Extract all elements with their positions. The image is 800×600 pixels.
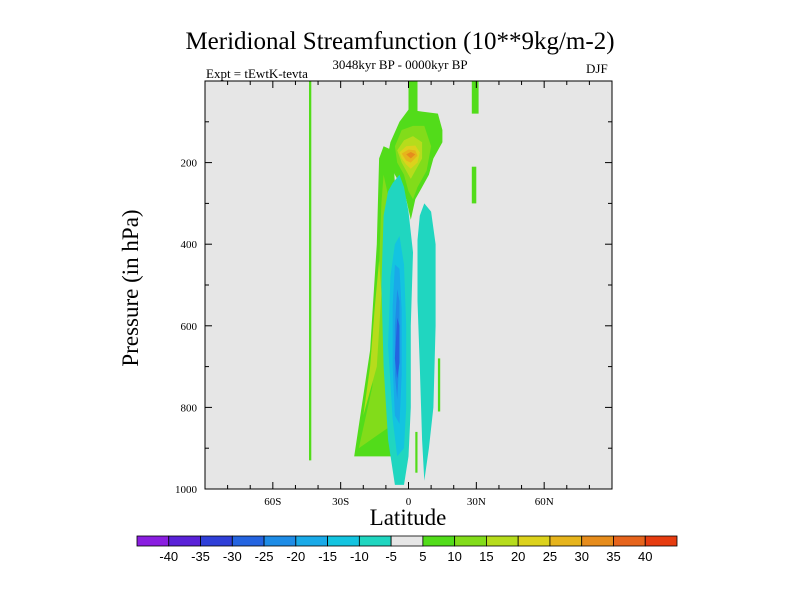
colorbar-label: 20 xyxy=(511,549,525,564)
colorbar-swatch xyxy=(422,535,456,547)
x-tick-label: 30S xyxy=(332,496,349,508)
x-tick-label: 0 xyxy=(406,496,412,508)
colorbar-swatch xyxy=(136,535,170,547)
colorbar-label: -25 xyxy=(255,549,274,564)
contour-region xyxy=(394,317,400,379)
colorbar-label: -15 xyxy=(318,549,337,564)
x-axis-label: Latitude xyxy=(369,505,447,530)
colorbar-label: 15 xyxy=(479,549,493,564)
colorbar-label: 35 xyxy=(606,549,620,564)
axis-ticks: 60S 30S 0 30N 60N 200 400 600 800 1000 xyxy=(175,81,612,508)
x-tick-label: 60S xyxy=(264,496,281,508)
colorbar-label: -10 xyxy=(350,549,369,564)
colorbar-swatch xyxy=(517,535,551,547)
chart-subtitle: 3048kyr BP - 0000kyr BP xyxy=(332,57,468,72)
colorbar-label: 40 xyxy=(638,549,652,564)
colorbar-swatch xyxy=(549,535,583,547)
y-tick-label: 800 xyxy=(181,402,198,414)
y-tick-label: 1000 xyxy=(175,484,198,496)
x-tick-label: 60N xyxy=(535,496,554,508)
colorbar-label: -40 xyxy=(159,549,178,564)
contour-region xyxy=(437,358,441,412)
colorbar-swatch xyxy=(295,535,328,547)
contour-region xyxy=(406,152,416,159)
colorbar-label: -5 xyxy=(385,549,397,564)
colorbar-swatch xyxy=(613,535,646,547)
experiment-label: Expt = tEwtK-tevta xyxy=(206,66,308,81)
colorbar-swatch xyxy=(200,535,233,547)
contour-region xyxy=(471,166,477,204)
contour-region xyxy=(471,81,479,114)
colorbar-swatch xyxy=(358,535,392,547)
x-tick-label: 30N xyxy=(467,496,486,508)
colorbar-swatch xyxy=(327,535,360,547)
y-tick-label: 600 xyxy=(181,321,198,333)
colorbar-label: 25 xyxy=(543,549,557,564)
colorbar-swatch xyxy=(454,535,487,547)
contour-region xyxy=(363,260,382,416)
colorbar-label: -20 xyxy=(286,549,305,564)
colorbar-swatch xyxy=(486,535,519,547)
colorbar-swatch xyxy=(581,535,614,547)
contour-layer xyxy=(309,81,479,485)
colorbar-label: 5 xyxy=(419,549,426,564)
colorbar-swatch xyxy=(168,535,201,547)
season-label: DJF xyxy=(586,61,608,76)
colorbar-swatch xyxy=(390,535,424,547)
colorbar-label: 10 xyxy=(447,549,461,564)
colorbar: -40 -35 -30 -25 -20 -15 -10 -5 5 10 15 20 25 30 35 40 xyxy=(136,535,678,564)
colorbar-label: -30 xyxy=(223,549,242,564)
contour-region xyxy=(358,174,391,449)
y-tick-label: 200 xyxy=(181,158,198,170)
contour-region xyxy=(309,81,312,461)
contour-region xyxy=(417,203,436,481)
chart-title: Meridional Streamfunction (10**9kg/m-2) xyxy=(185,28,615,55)
y-tick-label: 400 xyxy=(181,239,198,251)
colorbar-swatch xyxy=(644,535,678,547)
colorbar-label: -35 xyxy=(191,549,210,564)
colorbar-label: 30 xyxy=(574,549,588,564)
plot-frame xyxy=(204,80,613,490)
colorbar-swatch xyxy=(263,535,297,547)
colorbar-swatch xyxy=(231,535,265,547)
contour-region xyxy=(415,431,418,473)
